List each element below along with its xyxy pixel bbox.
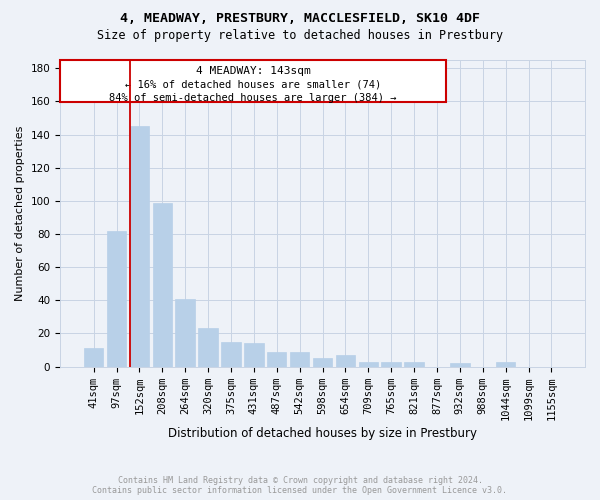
Bar: [404, 362, 424, 366]
Text: Contains HM Land Registry data © Crown copyright and database right 2024.
Contai: Contains HM Land Registry data © Crown c…: [92, 476, 508, 495]
Text: 4 MEADWAY: 143sqm: 4 MEADWAY: 143sqm: [196, 66, 310, 76]
Bar: [450, 364, 470, 366]
Text: ← 16% of detached houses are smaller (74): ← 16% of detached houses are smaller (74…: [125, 80, 381, 90]
Bar: [290, 352, 310, 366]
Bar: [382, 362, 401, 366]
Bar: [313, 358, 332, 366]
Bar: [84, 348, 103, 366]
Bar: [244, 344, 263, 366]
Bar: [152, 202, 172, 366]
Text: 84% of semi-detached houses are larger (384) →: 84% of semi-detached houses are larger (…: [109, 93, 397, 103]
Text: 4, MEADWAY, PRESTBURY, MACCLESFIELD, SK10 4DF: 4, MEADWAY, PRESTBURY, MACCLESFIELD, SK1…: [120, 12, 480, 26]
Bar: [359, 362, 378, 366]
Bar: [267, 352, 286, 366]
Bar: [221, 342, 241, 366]
Bar: [107, 230, 126, 366]
Bar: [496, 362, 515, 366]
Bar: [199, 328, 218, 366]
Bar: [175, 298, 195, 366]
FancyBboxPatch shape: [60, 60, 446, 102]
Bar: [130, 126, 149, 366]
Text: Size of property relative to detached houses in Prestbury: Size of property relative to detached ho…: [97, 29, 503, 42]
Y-axis label: Number of detached properties: Number of detached properties: [15, 126, 25, 301]
X-axis label: Distribution of detached houses by size in Prestbury: Distribution of detached houses by size …: [168, 427, 477, 440]
Bar: [335, 355, 355, 366]
